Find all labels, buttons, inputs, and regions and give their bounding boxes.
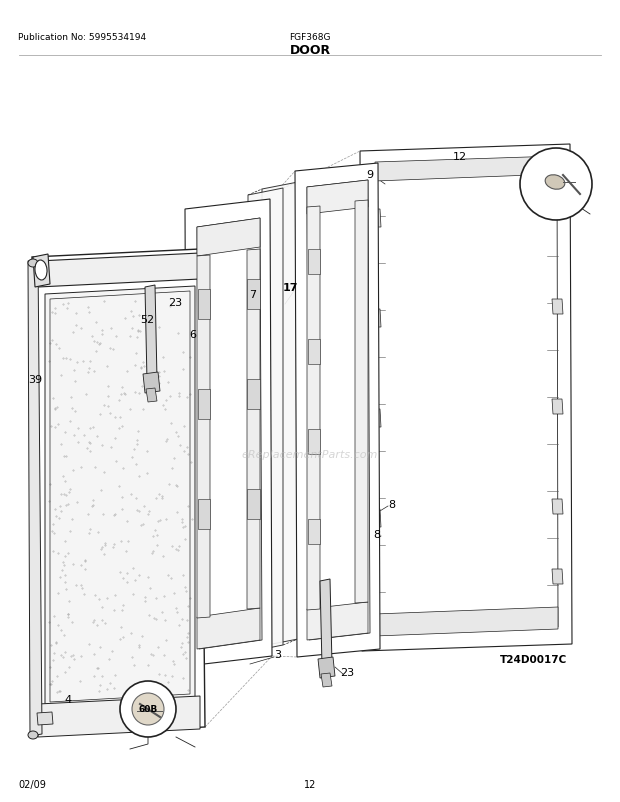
Polygon shape [198,500,210,529]
Polygon shape [247,379,260,410]
Text: 8: 8 [373,529,381,539]
Polygon shape [185,200,272,666]
Polygon shape [370,410,381,427]
Polygon shape [262,183,298,646]
Polygon shape [308,429,320,455]
Polygon shape [198,390,210,419]
Polygon shape [198,290,210,320]
Polygon shape [307,180,370,640]
Polygon shape [370,310,381,327]
Polygon shape [28,260,42,736]
Polygon shape [552,399,563,415]
Polygon shape [360,145,572,651]
Text: 60B: 60B [138,705,157,714]
Polygon shape [38,253,200,288]
Polygon shape [247,249,260,610]
Text: 02/09: 02/09 [18,779,46,789]
Ellipse shape [28,731,38,739]
Polygon shape [143,373,160,394]
Text: FGF368G: FGF368G [290,34,330,43]
Text: 52: 52 [140,314,154,325]
Polygon shape [197,608,260,649]
Polygon shape [318,657,335,678]
Polygon shape [552,200,563,215]
Polygon shape [320,579,332,666]
Ellipse shape [545,176,565,190]
Text: 8: 8 [389,500,396,509]
Polygon shape [247,489,260,520]
Text: Publication No: 5995534194: Publication No: 5995534194 [18,34,146,43]
Polygon shape [370,210,381,228]
Polygon shape [146,388,157,403]
Polygon shape [308,520,320,545]
Polygon shape [375,163,558,634]
Polygon shape [197,219,260,257]
Polygon shape [33,255,50,288]
Ellipse shape [35,261,47,281]
Text: 6: 6 [190,330,197,339]
Polygon shape [295,164,380,657]
Text: 39: 39 [28,375,42,384]
Text: 4: 4 [64,695,71,704]
Polygon shape [145,286,157,382]
Circle shape [520,149,592,221]
Polygon shape [307,207,320,610]
Polygon shape [370,509,381,528]
Text: 23: 23 [340,667,354,677]
Polygon shape [307,602,368,640]
Polygon shape [248,188,283,652]
Polygon shape [197,256,210,618]
Polygon shape [321,673,332,687]
Polygon shape [307,180,368,215]
Polygon shape [45,286,195,707]
Text: 23: 23 [168,298,182,308]
Text: 17: 17 [282,282,298,293]
Text: 12: 12 [453,152,467,162]
Polygon shape [247,280,260,310]
Polygon shape [375,607,558,636]
Polygon shape [375,157,558,182]
Polygon shape [308,339,320,365]
Text: 12: 12 [304,779,316,789]
Polygon shape [197,219,262,649]
Polygon shape [552,300,563,314]
Circle shape [120,681,176,737]
Text: 9: 9 [366,170,374,180]
Text: 10: 10 [549,167,563,176]
Polygon shape [308,249,320,274]
Text: 7: 7 [249,290,257,300]
Ellipse shape [28,260,38,268]
Polygon shape [355,200,368,603]
Polygon shape [552,569,563,585]
Text: eReplacementParts.com: eReplacementParts.com [242,449,378,460]
Text: 3: 3 [275,649,281,659]
Text: DOOR: DOOR [290,43,330,56]
Polygon shape [552,500,563,514]
Circle shape [132,693,164,725]
Polygon shape [38,696,200,737]
Text: T24D0017C: T24D0017C [500,654,567,664]
Polygon shape [37,712,53,725]
Polygon shape [32,249,205,735]
